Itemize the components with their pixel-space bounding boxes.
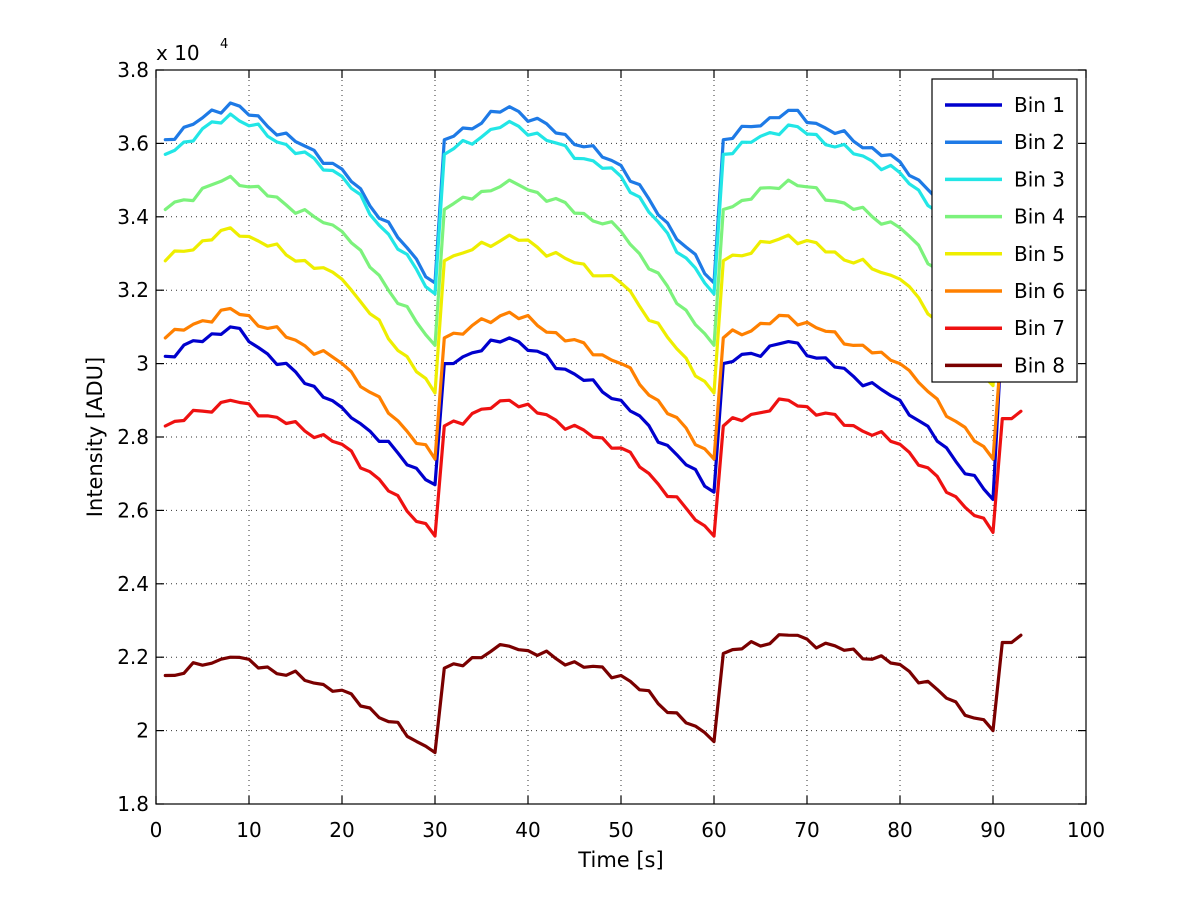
y-tick-label: 1.8: [117, 792, 149, 816]
x-axis-label: Time [s]: [577, 848, 663, 872]
y-tick-label: 3.2: [117, 278, 149, 302]
x-tick-label: 50: [608, 818, 633, 842]
y-exponent-power: 4: [220, 37, 228, 52]
x-tick-label: 60: [701, 818, 726, 842]
legend-label: Bin 2: [1014, 130, 1065, 154]
x-tick-label: 0: [150, 818, 163, 842]
x-tick-label: 20: [329, 818, 354, 842]
y-axis-ticks: 1.8 2 2.2 2.4 2.6 2.8 3 3.2 3.4 3.6 3.8: [117, 58, 1086, 816]
x-tick-label: 90: [980, 818, 1005, 842]
x-tick-label: 70: [794, 818, 819, 842]
series-line-bin-7: [163, 397, 1023, 538]
legend-label: Bin 7: [1014, 316, 1065, 340]
x-axis-ticks: 0 10 20 30 40 50 60 70 80 90 100: [150, 70, 1105, 842]
y-tick-label: 3.8: [117, 58, 149, 82]
series-line-bin-3: [163, 112, 1004, 296]
legend-label: Bin 6: [1014, 279, 1065, 303]
y-tick-label: 3.4: [117, 205, 149, 229]
y-tick-label: 2.8: [117, 425, 149, 449]
y-axis-label: Intensity [ADU]: [83, 357, 107, 517]
series-line-bin-1: [163, 325, 1004, 501]
legend-box: [931, 78, 1078, 383]
legend-label: Bin 5: [1014, 242, 1065, 266]
legend: Bin 1 Bin 2 Bin 3 Bin 4 Bin 5 Bin 6 Bin 7 Bin 8: [931, 78, 1078, 383]
x-tick-label: 100: [1067, 818, 1105, 842]
series-line-bin-5: [163, 226, 1004, 395]
series-lines: [163, 101, 1023, 755]
x-tick-label: 30: [422, 818, 447, 842]
y-tick-label: 2.4: [117, 572, 149, 596]
legend-label: Bin 1: [1014, 93, 1065, 117]
y-tick-label: 2.2: [117, 645, 149, 669]
y-tick-label: 3.6: [117, 131, 149, 155]
x-tick-label: 80: [887, 818, 912, 842]
series-line-bin-4: [163, 174, 1004, 347]
legend-label: Bin 8: [1014, 353, 1065, 377]
y-tick-label: 3: [136, 352, 149, 376]
series-line-bin-8: [163, 633, 1023, 755]
y-tick-label: 2: [136, 719, 149, 743]
y-exponent-base: x 10: [156, 41, 200, 65]
legend-label: Bin 4: [1014, 205, 1065, 229]
x-tick-label: 10: [236, 818, 261, 842]
series-line-bin-6: [163, 306, 1004, 461]
y-tick-label: 2.6: [117, 498, 149, 522]
series-line-bin-2: [163, 101, 1004, 285]
x-tick-label: 40: [515, 818, 540, 842]
legend-label: Bin 3: [1014, 167, 1065, 191]
